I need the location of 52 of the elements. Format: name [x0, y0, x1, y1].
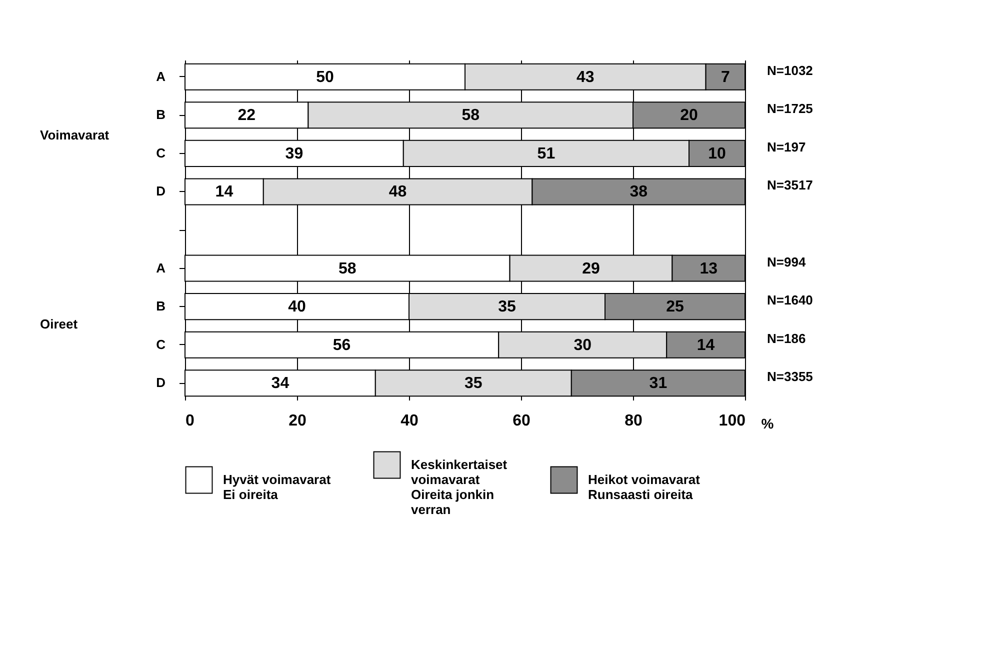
x-tick-label: 80 [624, 412, 642, 430]
data-label: 48 [388, 184, 407, 201]
text: N=197 [767, 139, 806, 154]
data-label: 43 [576, 68, 594, 86]
data-label: 31 [649, 375, 668, 392]
text: Voimavarat [40, 128, 110, 143]
data-label: 7 [720, 68, 730, 86]
legend-label: Heikot voimavarat Runsaasti oireita [588, 472, 701, 502]
data-label: 25 [666, 298, 684, 316]
text: N=1032 [767, 62, 813, 78]
text: N=186 [767, 330, 806, 346]
data-label: 50 [316, 68, 334, 86]
data-label: 39 [285, 145, 304, 162]
y-tick-label: C [156, 145, 166, 160]
data-label: 14 [215, 184, 234, 201]
text: N=1725 [767, 101, 813, 116]
data-label: 56 [332, 336, 351, 354]
y-tick-label: B [156, 298, 166, 314]
data-label: 58 [338, 260, 356, 278]
legend-label: Hyvät voimavarat Ei oireita [223, 472, 332, 502]
y-tick-label: C [156, 336, 166, 352]
text: N=1640 [767, 292, 813, 308]
data-label: 14 [696, 336, 715, 354]
y-tick-label: B [156, 107, 166, 122]
x-tick-label: 60 [512, 412, 530, 430]
data-label: 22 [238, 107, 256, 124]
data-label: 40 [288, 298, 306, 316]
data-label: 35 [464, 375, 482, 392]
data-label: 20 [680, 107, 698, 124]
text: N=3355 [767, 369, 813, 384]
x-tick-label: 0 [186, 412, 194, 430]
x-axis-title: % [761, 416, 774, 432]
y-tick-label: A [156, 68, 166, 84]
data-label: 58 [462, 107, 480, 124]
data-label: 10 [708, 145, 726, 162]
y-tick-label: D [156, 184, 166, 199]
text: Oireet [40, 316, 78, 332]
data-label: 35 [498, 298, 516, 316]
x-tick-label: 20 [288, 412, 306, 430]
data-label: 34 [271, 375, 290, 392]
x-tick-label: 40 [400, 412, 418, 430]
x-tick-label: 100 [718, 412, 746, 430]
legend-label: Keskinkertaiset voimavarat Oireita jonkin verran [411, 457, 508, 517]
data-label: 51 [537, 145, 556, 162]
text: N=994 [767, 254, 806, 270]
y-tick-label: D [156, 375, 166, 390]
y-tick-label: A [156, 260, 166, 276]
data-label: 29 [582, 260, 600, 278]
text: N=3517 [767, 178, 813, 193]
data-label: 38 [630, 184, 648, 201]
data-label: 13 [700, 260, 718, 278]
data-label: 30 [574, 336, 592, 354]
